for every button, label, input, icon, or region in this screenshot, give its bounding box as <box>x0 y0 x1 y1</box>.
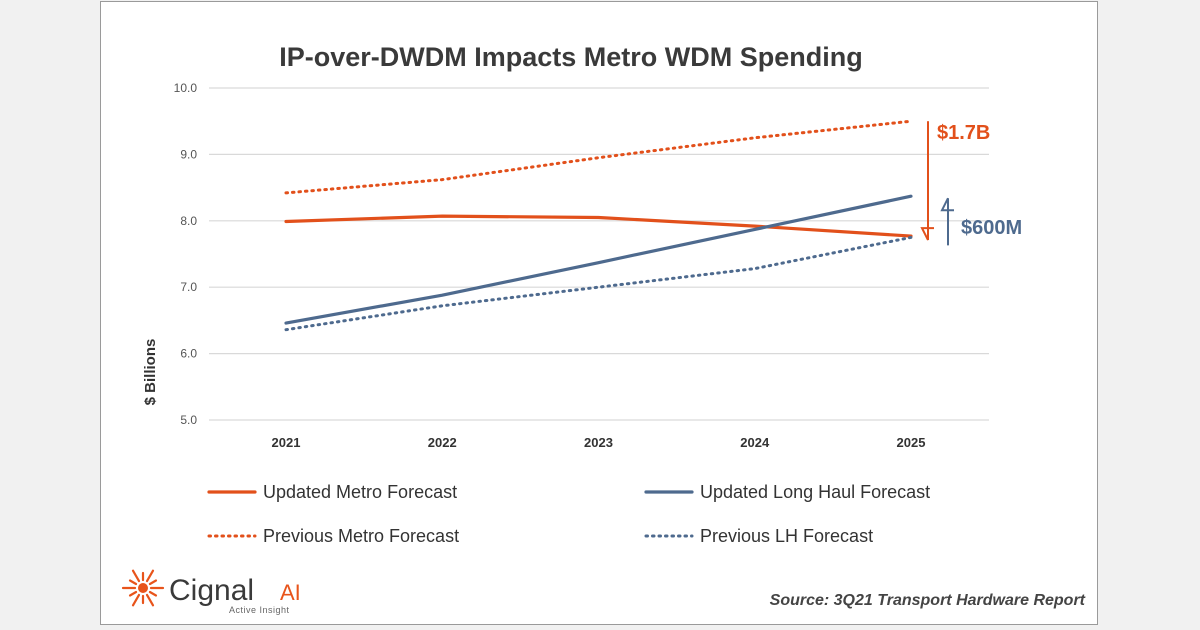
legend-label: Updated Long Haul Forecast <box>700 482 930 502</box>
chart-canvas: IP-over-DWDM Impacts Metro WDM Spending … <box>121 42 1086 615</box>
sun-ray <box>145 569 155 583</box>
y-axis-ticks: 5.0 6.0 7.0 8.0 9.0 10.0 <box>174 81 198 427</box>
difference-annotations: $1.7B $600M <box>920 121 1022 246</box>
y-tick-label: 10.0 <box>174 81 198 95</box>
legend-label: Previous Metro Forecast <box>263 526 459 546</box>
x-tick-label: 2021 <box>272 435 301 450</box>
y-tick-label: 7.0 <box>180 280 197 294</box>
y-tick-label: 8.0 <box>180 214 197 228</box>
series-lines <box>284 119 913 332</box>
sun-burst-icon <box>121 569 165 607</box>
y-tick-label: 6.0 <box>180 347 197 361</box>
legend-label: Updated Metro Forecast <box>263 482 457 502</box>
y-tick-label: 9.0 <box>180 147 197 161</box>
logo-tagline: Active Insight <box>229 605 290 615</box>
legend-label: Previous LH Forecast <box>700 526 873 546</box>
longhaul-gap-arrow-head <box>940 197 954 212</box>
logo-wordmark: Cignal <box>169 574 254 607</box>
sun-ray <box>128 590 138 597</box>
x-axis-ticks: 2021 2022 2023 2024 2025 <box>272 435 926 450</box>
sun-ray <box>148 579 158 586</box>
sun-core <box>138 583 148 593</box>
sun-ray <box>145 593 155 607</box>
series-line-updated-metro-forecast <box>284 214 913 238</box>
series-line-updated-long-haul-forecast <box>284 194 913 325</box>
sun-ray <box>131 569 141 583</box>
sun-ray <box>128 579 138 586</box>
y-tick-label: 5.0 <box>180 413 197 427</box>
x-tick-label: 2023 <box>584 435 613 450</box>
series-line-previous-lh-forecast <box>284 235 913 332</box>
x-tick-label: 2022 <box>428 435 457 450</box>
chart-title: IP-over-DWDM Impacts Metro WDM Spending <box>279 42 863 72</box>
sun-ray <box>131 593 141 607</box>
grid-lines <box>209 87 989 421</box>
source-note: Source: 3Q21 Transport Hardware Report <box>770 592 1086 609</box>
x-tick-label: 2025 <box>897 435 926 450</box>
series-line-previous-metro-forecast <box>284 119 913 195</box>
metro-gap-label: $1.7B <box>937 122 990 144</box>
x-tick-label: 2024 <box>740 435 770 450</box>
longhaul-gap-label: $600M <box>961 217 1022 239</box>
cignal-ai-logo: Cignal AI Active Insight <box>121 569 301 615</box>
metro-gap-arrow-head <box>920 227 934 241</box>
logo-ai: AI <box>280 580 301 605</box>
legend: Updated Metro Forecast Updated Long Haul … <box>207 482 930 546</box>
sun-ray <box>148 590 158 597</box>
y-axis-label: $ Billions <box>142 339 159 406</box>
chart-card: IP-over-DWDM Impacts Metro WDM Spending … <box>100 1 1098 625</box>
